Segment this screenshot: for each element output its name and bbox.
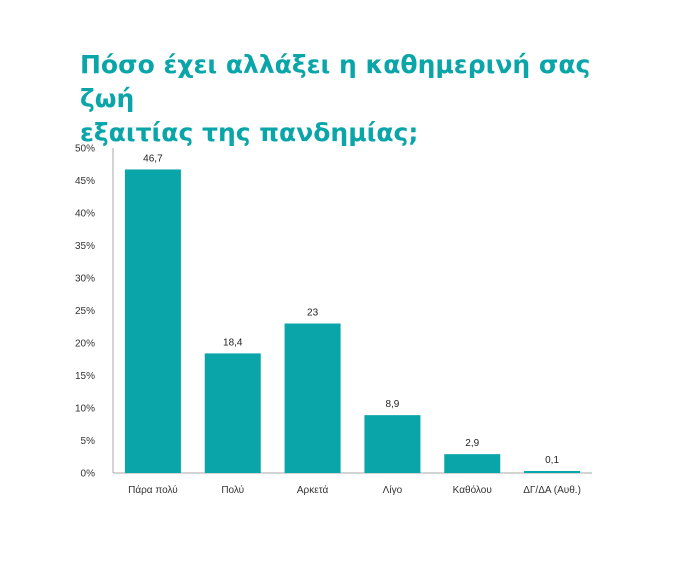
- y-tick-label: 25%: [75, 306, 95, 317]
- data-label: 0,1: [545, 455, 559, 466]
- data-label: 8,9: [385, 399, 399, 410]
- y-tick-label: 20%: [75, 339, 95, 350]
- chart-title: Πόσο έχει αλλάξει η καθημερινή σας ζωή ε…: [80, 48, 640, 150]
- y-tick-label: 10%: [75, 404, 95, 415]
- bar: [364, 415, 421, 473]
- bar: [284, 323, 341, 473]
- x-tick-label: ΔΓ/ΔΑ (Αυθ.): [523, 485, 581, 496]
- data-label: 18,4: [223, 337, 243, 348]
- bar: [124, 169, 181, 473]
- bar: [204, 353, 261, 473]
- x-tick-label: Αρκετά: [297, 484, 329, 496]
- x-tick-label: Πολύ: [221, 484, 244, 496]
- x-tick-label: Καθόλου: [453, 484, 492, 496]
- y-tick-label: 5%: [81, 436, 96, 447]
- x-tick-label: Πάρα πολύ: [128, 484, 178, 496]
- bar: [524, 471, 581, 473]
- chart-title-line-2: εξαιτίας της πανδημίας;: [80, 118, 419, 147]
- y-tick-label: 45%: [75, 176, 95, 187]
- data-label: 23: [307, 308, 319, 319]
- chart-title-line-1: Πόσο έχει αλλάξει η καθημερινή σας ζωή: [80, 50, 591, 113]
- y-tick-label: 35%: [75, 241, 95, 252]
- y-tick-label: 30%: [75, 274, 95, 285]
- data-label: 46,7: [143, 153, 163, 164]
- x-tick-label: Λίγο: [383, 484, 403, 496]
- y-tick-label: 40%: [75, 209, 95, 220]
- y-tick-label: 0%: [81, 469, 96, 480]
- y-tick-label: 15%: [75, 371, 95, 382]
- bar: [444, 454, 501, 473]
- data-label: 2,9: [465, 438, 479, 449]
- y-tick-label: 50%: [75, 144, 95, 155]
